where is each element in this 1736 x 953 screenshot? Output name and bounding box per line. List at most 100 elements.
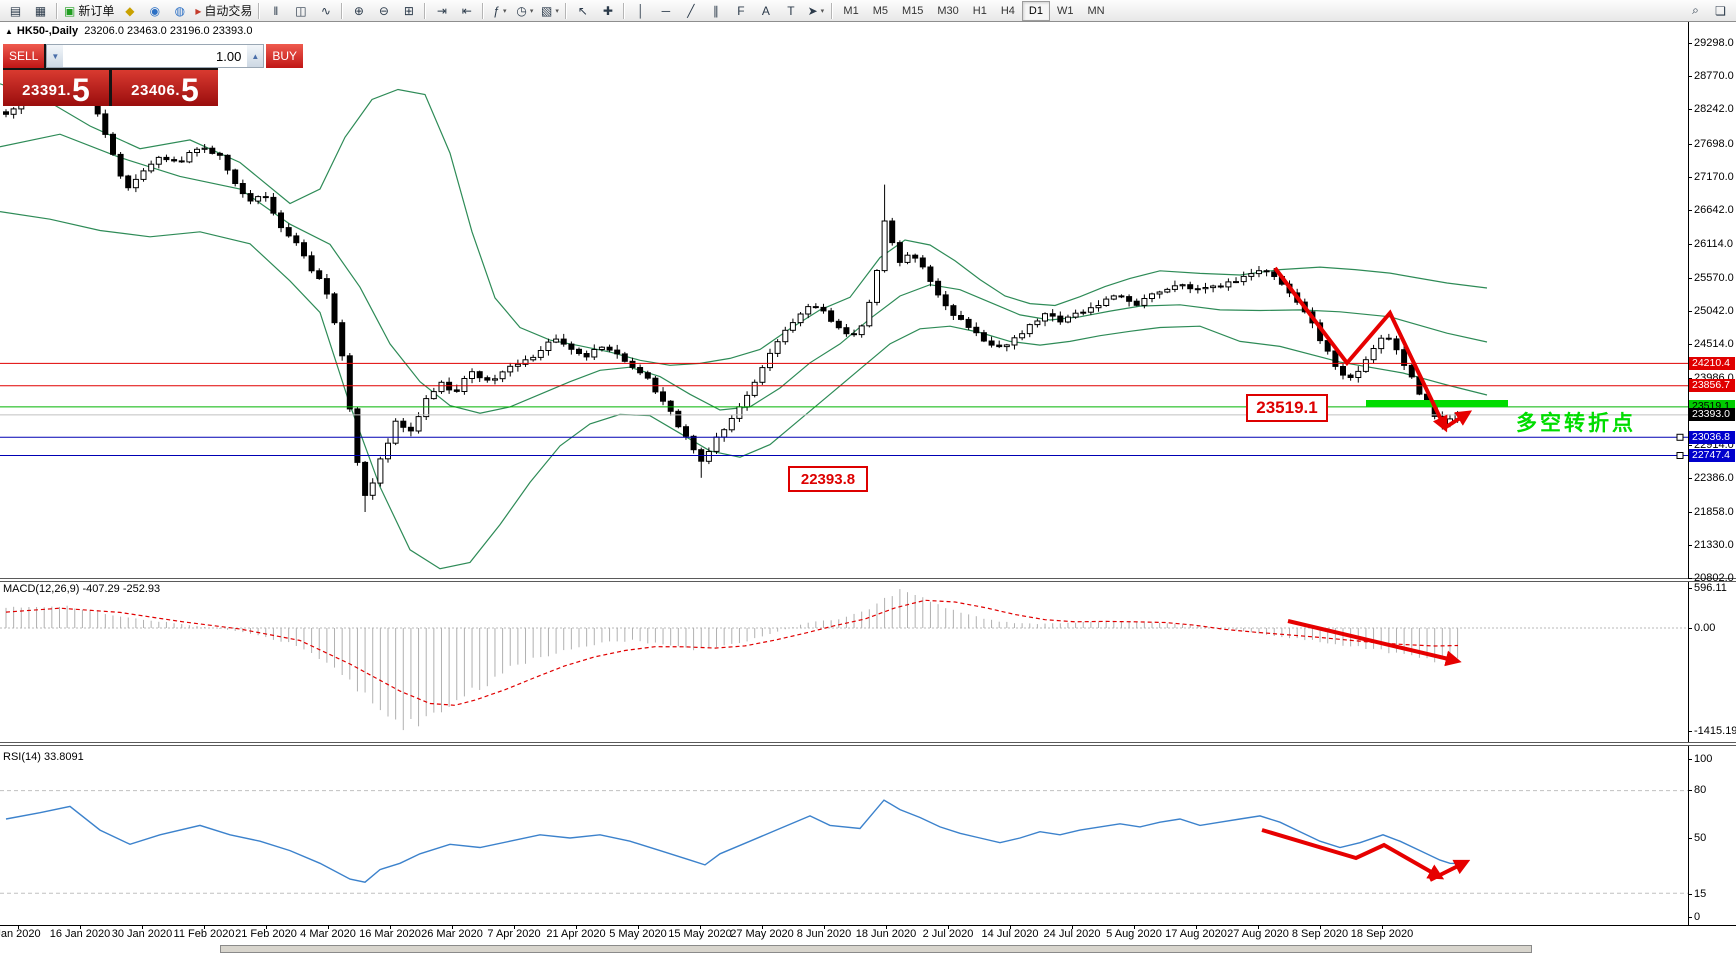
- candle-body: [675, 410, 682, 428]
- trend-arrow[interactable]: [1273, 266, 1448, 433]
- tile-windows-icon[interactable]: ⊞: [396, 0, 421, 21]
- auto-scroll-icon: ⇥: [436, 3, 447, 18]
- timeframe-w1[interactable]: W1: [1056, 4, 1074, 17]
- search-icon[interactable]: ⌕: [1692, 3, 1699, 17]
- equidistant-channel-icon[interactable]: ∥: [703, 0, 728, 21]
- timeframe-h4[interactable]: H4: [1000, 4, 1015, 17]
- cursor-icon[interactable]: ↖: [570, 0, 595, 21]
- candle-body: [782, 329, 789, 343]
- rsi-tick-mark: [1688, 790, 1692, 791]
- buy-price[interactable]: 23406. 5: [112, 70, 218, 106]
- chart-shift-icon[interactable]: ⇤: [454, 0, 479, 21]
- price-badge-23036.8: 23036.8: [1689, 430, 1735, 444]
- trend-arrow[interactable]: [1287, 619, 1462, 667]
- candle-body: [377, 458, 384, 484]
- candle-body: [514, 363, 521, 367]
- candlestick-chart-icon[interactable]: ◫: [288, 0, 313, 21]
- text-icon[interactable]: A: [753, 0, 778, 21]
- community-icon[interactable]: ◉: [142, 0, 167, 21]
- candle-body: [522, 359, 529, 365]
- text-icon: A: [761, 3, 770, 18]
- candle-body: [1003, 344, 1010, 348]
- date-tick-mark: [824, 926, 825, 929]
- indicators-icon[interactable]: ƒ ▾: [487, 0, 512, 21]
- date-tick-mark: [204, 926, 205, 929]
- toolbar-separator: [831, 2, 834, 19]
- candle-body: [1370, 348, 1377, 361]
- trendline-icon[interactable]: ╱: [678, 0, 703, 21]
- candle-body: [652, 377, 659, 393]
- trend-arrow[interactable]: [1429, 859, 1471, 882]
- main-price-pane[interactable]: [0, 75, 1688, 570]
- text-label-icon[interactable]: T: [778, 0, 803, 21]
- timeframe-m1[interactable]: M1: [843, 4, 859, 17]
- data-window-icon[interactable]: ▦: [28, 0, 53, 21]
- sell-price[interactable]: 23391. 5: [3, 70, 109, 106]
- date-tick-mark: [514, 926, 515, 929]
- line-handle[interactable]: [1676, 452, 1684, 460]
- price-tick-label: 22386.0: [1694, 472, 1734, 485]
- bar-chart-icon[interactable]: ǁ: [263, 0, 288, 21]
- rsi-pane[interactable]: [0, 790, 1688, 894]
- buy-button[interactable]: BUY: [266, 44, 304, 68]
- horizontal-line-icon[interactable]: ─: [653, 0, 678, 21]
- timeframe-h1[interactable]: H1: [972, 4, 987, 17]
- timeframe-m5[interactable]: M5: [872, 4, 888, 17]
- candle-body: [484, 377, 491, 381]
- metaeditor-icon[interactable]: ◆: [117, 0, 142, 21]
- line-handle[interactable]: [1676, 433, 1684, 441]
- trend-arrow[interactable]: [1444, 410, 1473, 429]
- macd-tick-mark: [1688, 731, 1692, 732]
- date-label: 4 Mar 2020: [300, 928, 356, 940]
- candle-body: [155, 156, 162, 165]
- new-order-button[interactable]: ▣ 新订单: [61, 0, 117, 21]
- candle-body: [400, 420, 407, 428]
- zoom-in-icon[interactable]: ⊕: [346, 0, 371, 21]
- one-click-collapse-icon[interactable]: ▲: [5, 27, 13, 36]
- fibonacci-icon[interactable]: F: [728, 0, 753, 21]
- vertical-line-icon[interactable]: │: [628, 0, 653, 21]
- market-watch-icon[interactable]: ▤: [3, 0, 28, 21]
- periods-icon[interactable]: ◷ ▾: [512, 0, 537, 21]
- zoom-out-icon[interactable]: ⊖: [371, 0, 396, 21]
- rsi-tick-mark: [1688, 759, 1692, 760]
- autotrading-button[interactable]: ▸ 自动交易: [192, 0, 255, 21]
- arrows-icon[interactable]: ➤ ▾: [803, 0, 828, 21]
- timeframe-m30[interactable]: M30: [937, 4, 959, 17]
- bar-chart-icon: ǁ: [273, 3, 279, 18]
- date-label: 16 Mar 2020: [359, 928, 421, 940]
- candle-body: [1103, 298, 1110, 307]
- candle-body: [614, 349, 621, 355]
- support-zone-bar[interactable]: [1366, 400, 1508, 407]
- candle-body: [224, 154, 231, 171]
- date-tick-mark: [886, 926, 887, 929]
- trend-arrow[interactable]: [1261, 828, 1445, 880]
- candle-body: [148, 163, 155, 172]
- auto-scroll-icon[interactable]: ⇥: [429, 0, 454, 21]
- timeframe-mn[interactable]: MN: [1087, 4, 1105, 17]
- sell-button[interactable]: SELL: [3, 44, 45, 68]
- chat-icon[interactable]: ❏: [1715, 3, 1726, 18]
- macd-pane-separator[interactable]: [0, 578, 1736, 582]
- timeframe-m15[interactable]: M15: [901, 4, 924, 17]
- templates-icon[interactable]: ▧ ▾: [537, 0, 562, 21]
- line-chart-icon: ∿: [320, 3, 331, 18]
- price-tick-label: 20802.0: [1694, 572, 1734, 584]
- macd-pane[interactable]: [0, 589, 1688, 731]
- timeframe-d1[interactable]: D1: [1021, 0, 1050, 21]
- date-label: 30 Jan 2020: [111, 928, 173, 940]
- volume-increase-button[interactable]: ▲: [247, 45, 264, 67]
- signals-icon[interactable]: ◍: [167, 0, 192, 21]
- line-chart-icon[interactable]: ∿: [313, 0, 338, 21]
- price-badge-22747.4: 22747.4: [1689, 449, 1735, 462]
- rsi-pane-separator[interactable]: [0, 742, 1736, 746]
- volume-input[interactable]: [63, 45, 248, 67]
- candle-body: [507, 365, 514, 373]
- volume-decrease-button[interactable]: ▼: [47, 45, 64, 67]
- sell-price-frac: 5: [72, 72, 90, 109]
- date-tick-mark: [576, 926, 577, 929]
- crosshair-icon[interactable]: ✚: [595, 0, 620, 21]
- candle-body: [583, 353, 590, 358]
- chevron-down-icon: ▾: [529, 7, 534, 15]
